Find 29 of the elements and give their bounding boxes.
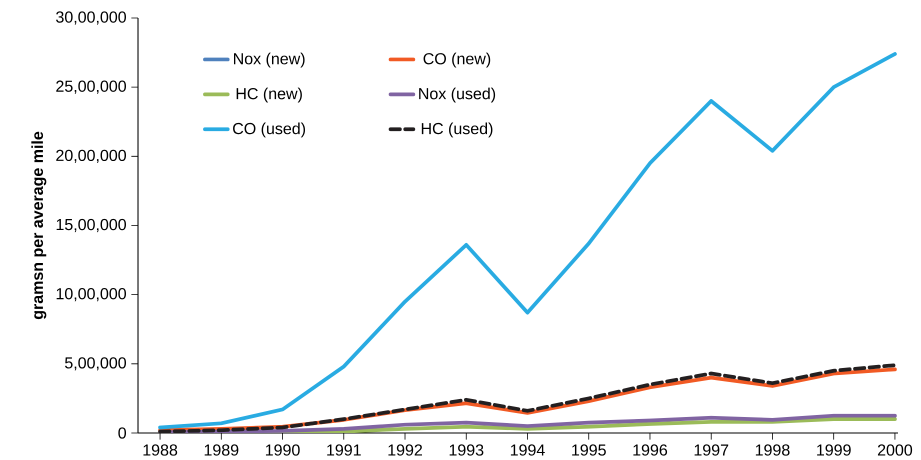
legend-label: Nox (new)	[234, 52, 305, 68]
legend-label: HC (used)	[422, 122, 492, 138]
legend-label: Nox (used)	[419, 88, 496, 102]
x-tick-label: 1998	[756, 444, 790, 456]
legend-label: CO (used)	[233, 122, 306, 138]
x-tick-label: 1993	[450, 444, 484, 456]
x-tick-label: 1989	[204, 444, 238, 456]
y-tick-label: 5,00,000	[65, 357, 126, 370]
y-tick-label: 15,00,000	[56, 218, 126, 232]
line-series	[158, 52, 897, 430]
y-tick-label: 25,00,000	[56, 80, 126, 94]
y-tick-label: 0	[118, 427, 126, 439]
x-tick-label: 1991	[327, 444, 361, 456]
x-tick-label: 1990	[266, 444, 300, 456]
y-tick-label: 20,00,000	[56, 150, 126, 163]
legend-label: HC (new)	[236, 88, 302, 102]
y-tick-label: 10,00,000	[56, 288, 126, 302]
legend-label: CO (new)	[424, 52, 490, 68]
x-tick-label: 1988	[143, 444, 178, 456]
x-tick-label: 1999	[817, 444, 851, 456]
y-tick-label: 30,00,000	[56, 11, 126, 25]
x-tick-label: 1996	[633, 444, 668, 456]
x-tick-label: 1997	[694, 444, 728, 456]
line-series	[158, 414, 897, 433]
x-tick-label: 2000	[878, 444, 912, 456]
x-tick-label: 1995	[572, 444, 606, 456]
y-axis-title: gramsn per average mile	[31, 132, 46, 320]
x-tick-label: 1994	[510, 444, 545, 456]
x-tick-label: 1992	[388, 444, 422, 456]
